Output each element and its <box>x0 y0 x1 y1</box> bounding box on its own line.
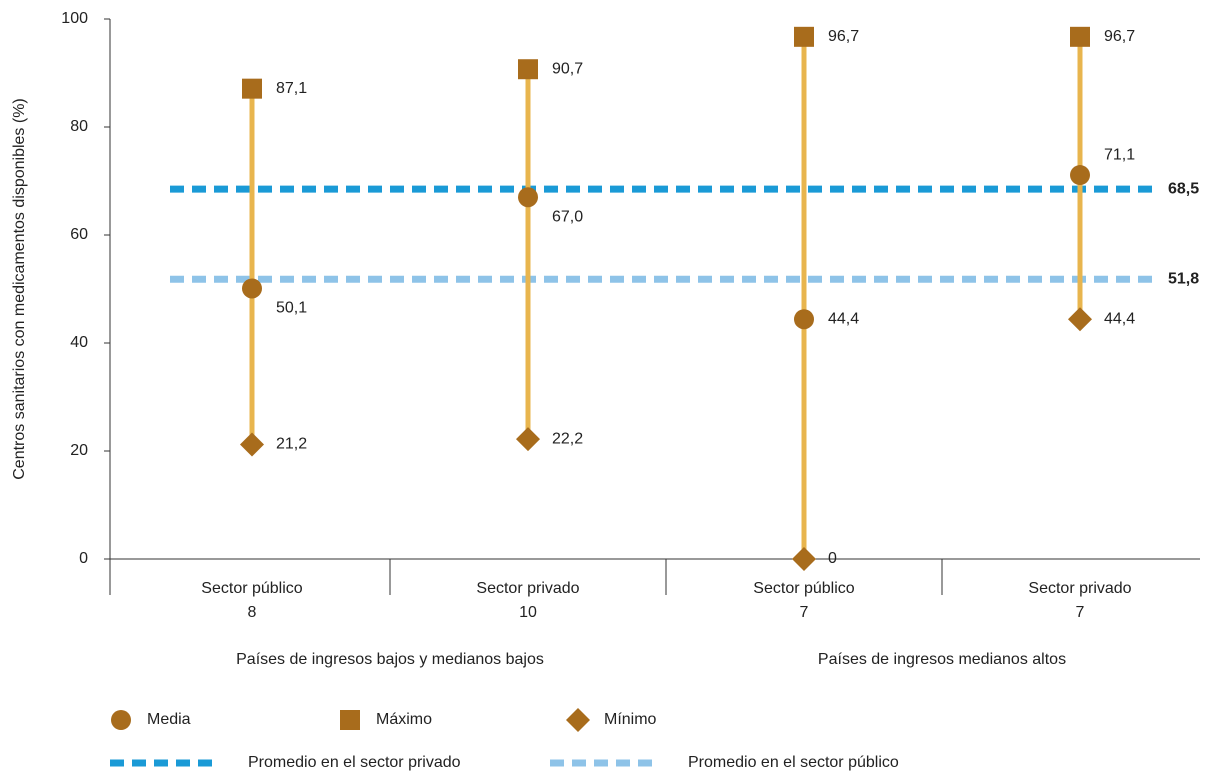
y-tick-label: 80 <box>70 118 88 135</box>
data-label: 67,0 <box>552 208 583 225</box>
data-label: 87,1 <box>276 80 307 97</box>
data-label: 50,1 <box>276 300 307 317</box>
marker-circle <box>794 309 814 330</box>
data-label: 96,7 <box>1104 28 1135 45</box>
data-label: 0 <box>828 550 837 567</box>
data-label: 44,4 <box>1104 310 1135 327</box>
marker-circle <box>518 187 538 208</box>
y-tick-label: 40 <box>70 334 88 351</box>
x-tick-label: Sector privado <box>1028 580 1131 597</box>
y-tick-label: 0 <box>79 550 88 567</box>
reference-label: 68,5 <box>1168 180 1199 197</box>
marker-square <box>242 78 262 99</box>
data-label: 90,7 <box>552 60 583 77</box>
reference-label: 51,8 <box>1168 270 1199 287</box>
data-label: 22,2 <box>552 430 583 447</box>
legend-label: Promedio en el sector privado <box>248 754 461 771</box>
legend-marker <box>340 710 360 730</box>
data-label: 44,4 <box>828 310 859 327</box>
data-label: 96,7 <box>828 28 859 45</box>
marker-diamond <box>792 547 816 571</box>
y-tick-label: 60 <box>70 226 88 243</box>
marker-square <box>794 26 814 47</box>
data-label: 21,2 <box>276 436 307 453</box>
x-tick-label: Sector privado <box>476 580 579 597</box>
category-count: 10 <box>519 604 537 621</box>
group-label: Países de ingresos medianos altos <box>818 651 1066 668</box>
category-count: 7 <box>800 604 809 621</box>
y-axis-label: Centros sanitarios con medicamentos disp… <box>11 98 28 480</box>
y-tick-label: 100 <box>61 10 88 27</box>
x-tick-label: Sector público <box>201 580 302 597</box>
y-tick-label: 20 <box>70 442 88 459</box>
marker-circle <box>1070 165 1090 186</box>
marker-diamond <box>516 427 540 452</box>
group-label: Países de ingresos bajos y medianos bajo… <box>236 651 544 668</box>
legend-label: Media <box>147 711 191 728</box>
category-count: 8 <box>248 604 257 621</box>
legend-label: Máximo <box>376 711 432 728</box>
marker-circle <box>242 278 262 299</box>
legend-marker <box>111 710 131 730</box>
marker-square <box>1070 26 1090 47</box>
marker-square <box>518 59 538 80</box>
marker-diamond <box>1068 307 1092 332</box>
data-label: 71,1 <box>1104 146 1135 163</box>
legend-marker <box>566 708 590 732</box>
x-tick-label: Sector público <box>753 580 854 597</box>
legend-label: Mínimo <box>604 711 657 728</box>
legend-label: Promedio en el sector público <box>688 754 899 771</box>
marker-diamond <box>240 432 264 457</box>
category-count: 7 <box>1076 604 1085 621</box>
